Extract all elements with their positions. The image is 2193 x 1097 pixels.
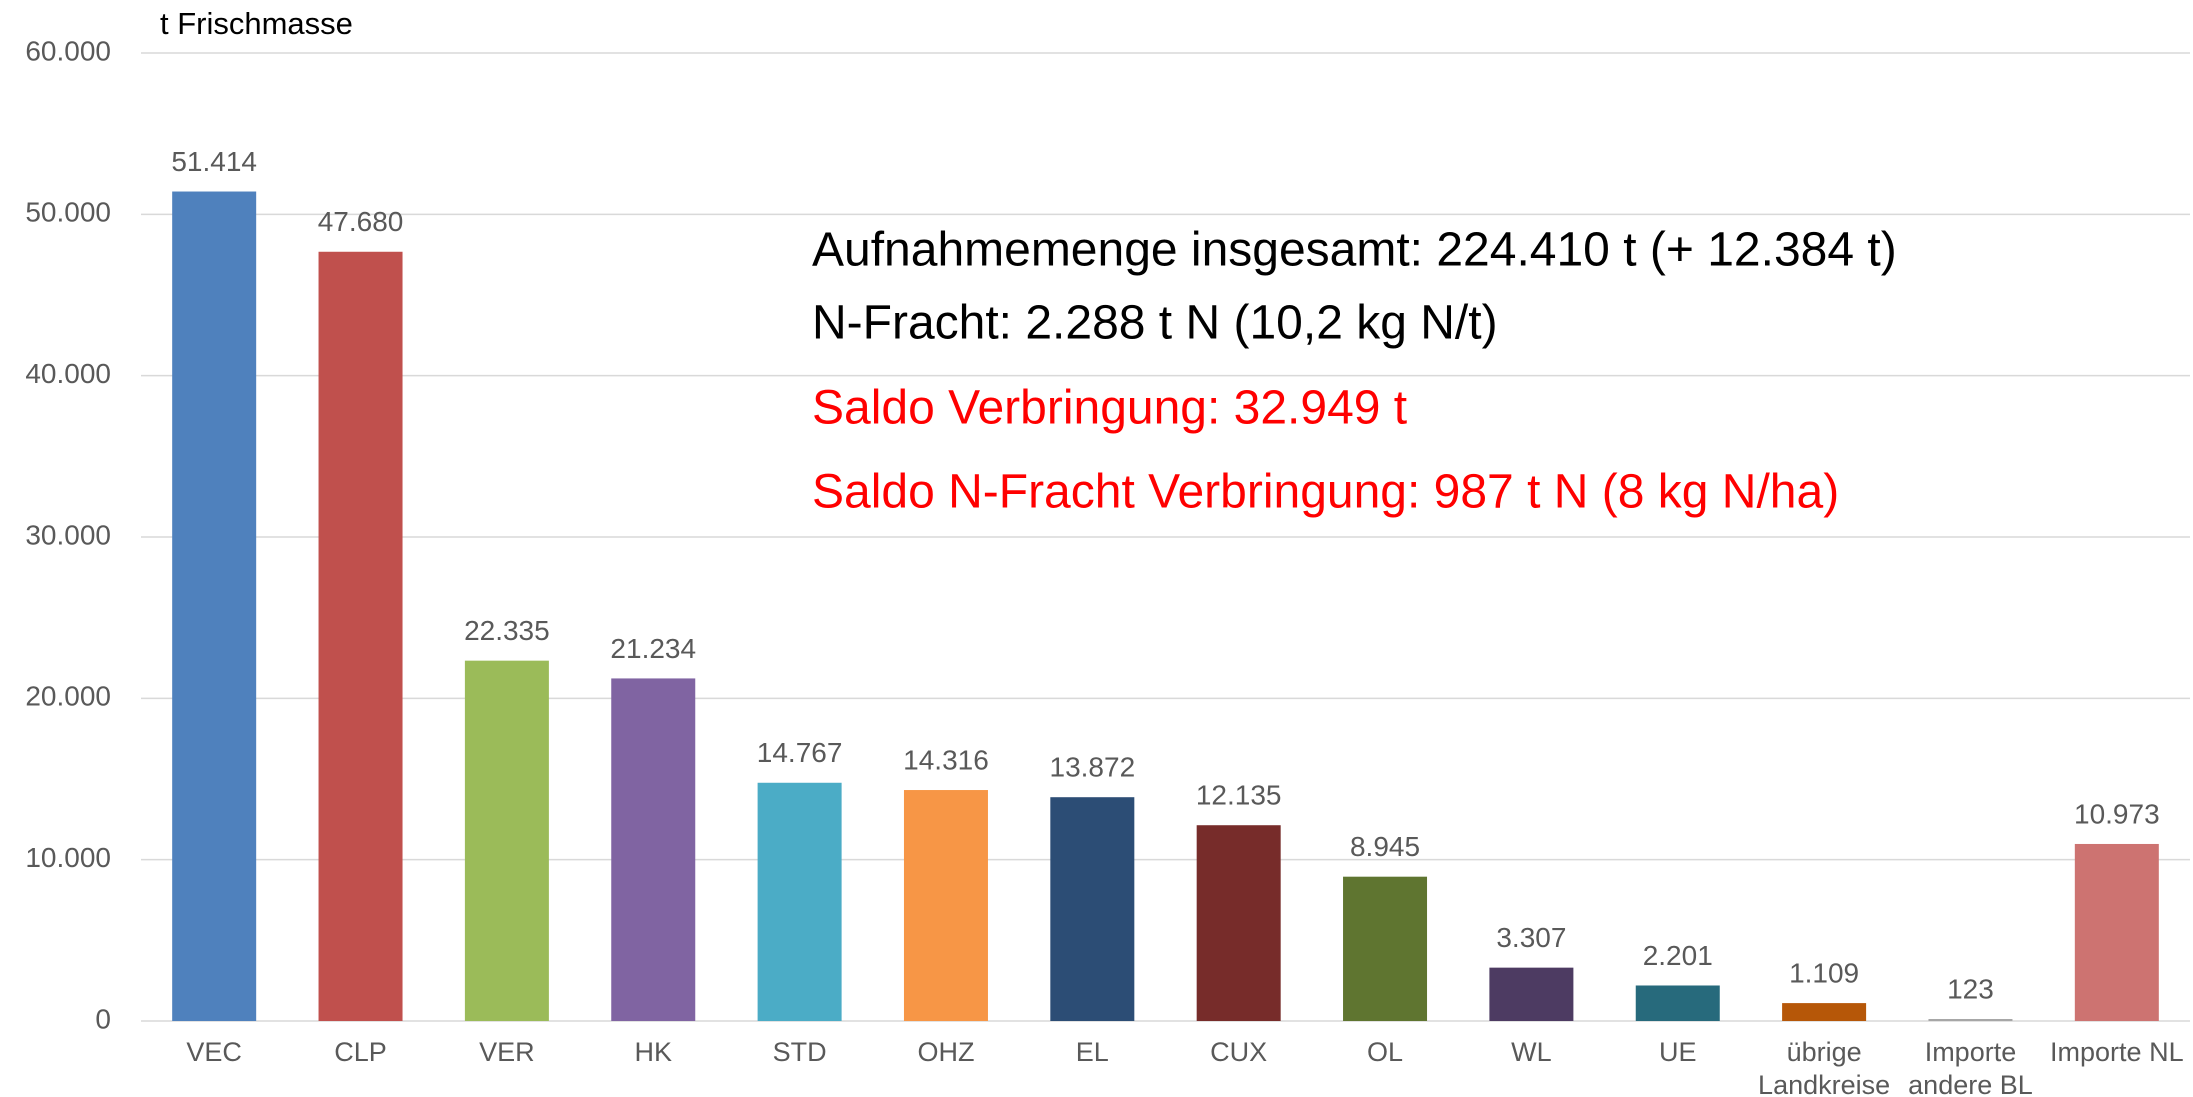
annotation: Saldo N-Fracht Verbringung: 987 t N (8 k…: [812, 466, 1839, 519]
y-tick-label: 20.000: [25, 681, 111, 712]
value-label: 14.767: [757, 737, 843, 768]
bar: [1489, 967, 1574, 1021]
value-label: 14.316: [903, 744, 989, 775]
bar: [903, 790, 988, 1021]
x-tick-label: übrige Landkreise: [1758, 1037, 1890, 1097]
x-tick-label: OL: [1367, 1037, 1403, 1067]
annotation: Saldo Verbringung: 32.949 t: [812, 382, 1407, 435]
bar: [1050, 797, 1135, 1021]
value-label: 10.973: [2074, 798, 2160, 829]
bar: [464, 660, 549, 1021]
bar: [1635, 985, 1720, 1021]
value-label: 3.307: [1496, 922, 1566, 953]
x-tick-label: CLP: [334, 1037, 387, 1067]
y-tick-label: 40.000: [25, 358, 111, 389]
x-tick-label: VER: [479, 1037, 535, 1067]
value-label: 51.414: [171, 146, 257, 177]
bar: [1782, 1003, 1867, 1021]
value-label: 12.135: [1196, 780, 1282, 811]
bar: [172, 191, 257, 1021]
x-tick-label: CUX: [1210, 1037, 1267, 1067]
bar: [1928, 1019, 2013, 1021]
x-tick-label: Importe andere BL: [1908, 1037, 2033, 1097]
y-tick-label: 30.000: [25, 519, 111, 550]
x-tick-label: STD: [773, 1037, 827, 1067]
x-tick-label: UE: [1659, 1037, 1697, 1067]
bar: [611, 678, 696, 1021]
x-tick-label: EL: [1076, 1037, 1109, 1067]
y-tick-label: 0: [95, 1003, 111, 1034]
annotation: Aufnahmemenge insgesamt: 224.410 t (+ 12…: [812, 224, 1897, 277]
value-label: 21.234: [610, 633, 696, 664]
bar: [757, 782, 842, 1021]
value-label: 8.945: [1350, 831, 1420, 862]
value-label: 13.872: [1050, 752, 1136, 783]
value-label: 123: [1947, 973, 1994, 1004]
y-tick-label: 60.000: [25, 35, 111, 66]
value-label: 1.109: [1789, 957, 1859, 988]
x-tick-label: WL: [1511, 1037, 1552, 1067]
value-label: 2.201: [1643, 940, 1713, 971]
bar: [1196, 825, 1281, 1021]
annotation: N-Fracht: 2.288 t N (10,2 kg N/t): [812, 297, 1498, 350]
y-tick-label: 50.000: [25, 197, 111, 228]
value-label: 47.680: [318, 206, 404, 237]
x-tick-label: OHZ: [917, 1037, 974, 1067]
y-axis-label: t Frischmasse: [160, 6, 353, 41]
bar: [1343, 876, 1428, 1021]
y-tick-label: 10.000: [25, 842, 111, 873]
x-tick-label: Importe NL: [2050, 1037, 2184, 1067]
bar: [2074, 843, 2159, 1021]
bar: [318, 251, 403, 1021]
x-tick-label: HK: [634, 1037, 672, 1067]
value-label: 22.335: [464, 615, 550, 646]
x-tick-label: VEC: [186, 1037, 242, 1067]
